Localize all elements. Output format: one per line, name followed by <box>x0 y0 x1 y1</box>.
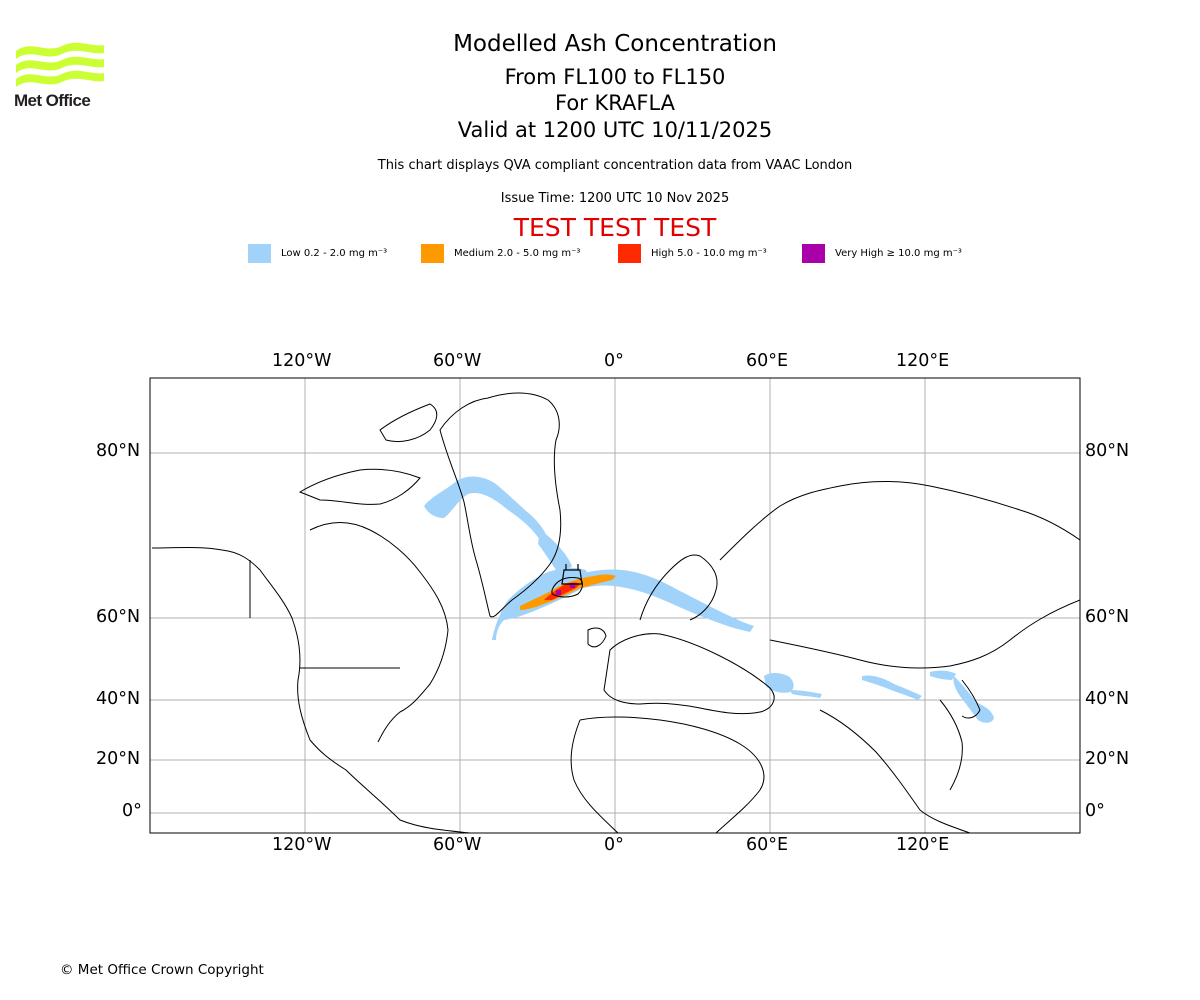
chart-description: This chart displays QVA compliant concen… <box>377 158 853 173</box>
test-banner: TEST TEST TEST <box>513 213 717 242</box>
legend-swatch-low <box>248 244 271 263</box>
lat-label-left-20n: 20°N <box>96 749 141 769</box>
copyright-notice: © Met Office Crown Copyright <box>60 962 264 978</box>
lon-label-top-60e: 60°E <box>746 351 789 371</box>
chart-title: Modelled Ash Concentration <box>453 31 777 57</box>
lat-label-right-60n: 60°N <box>1085 607 1130 627</box>
map-gridlines <box>150 378 1080 833</box>
lat-label-left-80n: 80°N <box>96 441 141 461</box>
lon-label-bottom-120e: 120°E <box>896 835 950 855</box>
lon-label-bottom-60w: 60°W <box>433 835 482 855</box>
legend-item-low: Low 0.2 - 2.0 mg m⁻³ <box>248 244 387 263</box>
issue-time: Issue Time: 1200 UTC 10 Nov 2025 <box>500 191 730 206</box>
met-office-logo-text: Met Office <box>14 91 91 110</box>
legend-label-medium: Medium 2.0 - 5.0 mg m⁻³ <box>454 248 581 259</box>
legend-swatch-high <box>618 244 641 263</box>
legend-item-medium: Medium 2.0 - 5.0 mg m⁻³ <box>421 244 580 263</box>
legend-swatch-very-high <box>802 244 825 263</box>
lon-label-bottom-120w: 120°W <box>272 835 332 855</box>
valid-time: Valid at 1200 UTC 10/11/2025 <box>457 118 773 142</box>
volcano-name: For KRAFLA <box>555 91 675 115</box>
lat-label-right-40n: 40°N <box>1085 689 1130 709</box>
lon-label-top-60w: 60°W <box>433 351 482 371</box>
lat-label-left-0: 0° <box>122 801 142 821</box>
ash-very-high-plume <box>556 583 575 595</box>
legend-label-low: Low 0.2 - 2.0 mg m⁻³ <box>281 248 388 259</box>
lon-label-top-120e: 120°E <box>896 351 950 371</box>
legend-item-very-high: Very High ≥ 10.0 mg m⁻³ <box>802 244 962 263</box>
lat-label-left-60n: 60°N <box>96 607 141 627</box>
lon-label-bottom-0: 0° <box>604 835 624 855</box>
met-office-logo-waves-icon <box>16 42 104 87</box>
lon-label-top-120w: 120°W <box>272 351 332 371</box>
lon-label-top-0: 0° <box>604 351 624 371</box>
lat-label-right-20n: 20°N <box>1085 749 1130 769</box>
krafla-source-marker-icon <box>561 564 583 585</box>
map-frame <box>149 377 1081 834</box>
lon-label-bottom-60e: 60°E <box>746 835 789 855</box>
legend-swatch-medium <box>421 244 444 263</box>
legend-label-very-high: Very High ≥ 10.0 mg m⁻³ <box>835 248 962 259</box>
legend-label-high: High 5.0 - 10.0 mg m⁻³ <box>651 248 767 259</box>
lat-label-left-40n: 40°N <box>96 689 141 709</box>
lat-label-right-80n: 80°N <box>1085 441 1130 461</box>
ash-medium-plume <box>520 574 616 610</box>
lat-label-right-0: 0° <box>1085 801 1105 821</box>
legend-item-high: High 5.0 - 10.0 mg m⁻³ <box>618 244 767 263</box>
coastlines <box>151 392 1080 833</box>
ash-low-plume <box>424 476 994 723</box>
flight-level-range: From FL100 to FL150 <box>504 65 726 89</box>
